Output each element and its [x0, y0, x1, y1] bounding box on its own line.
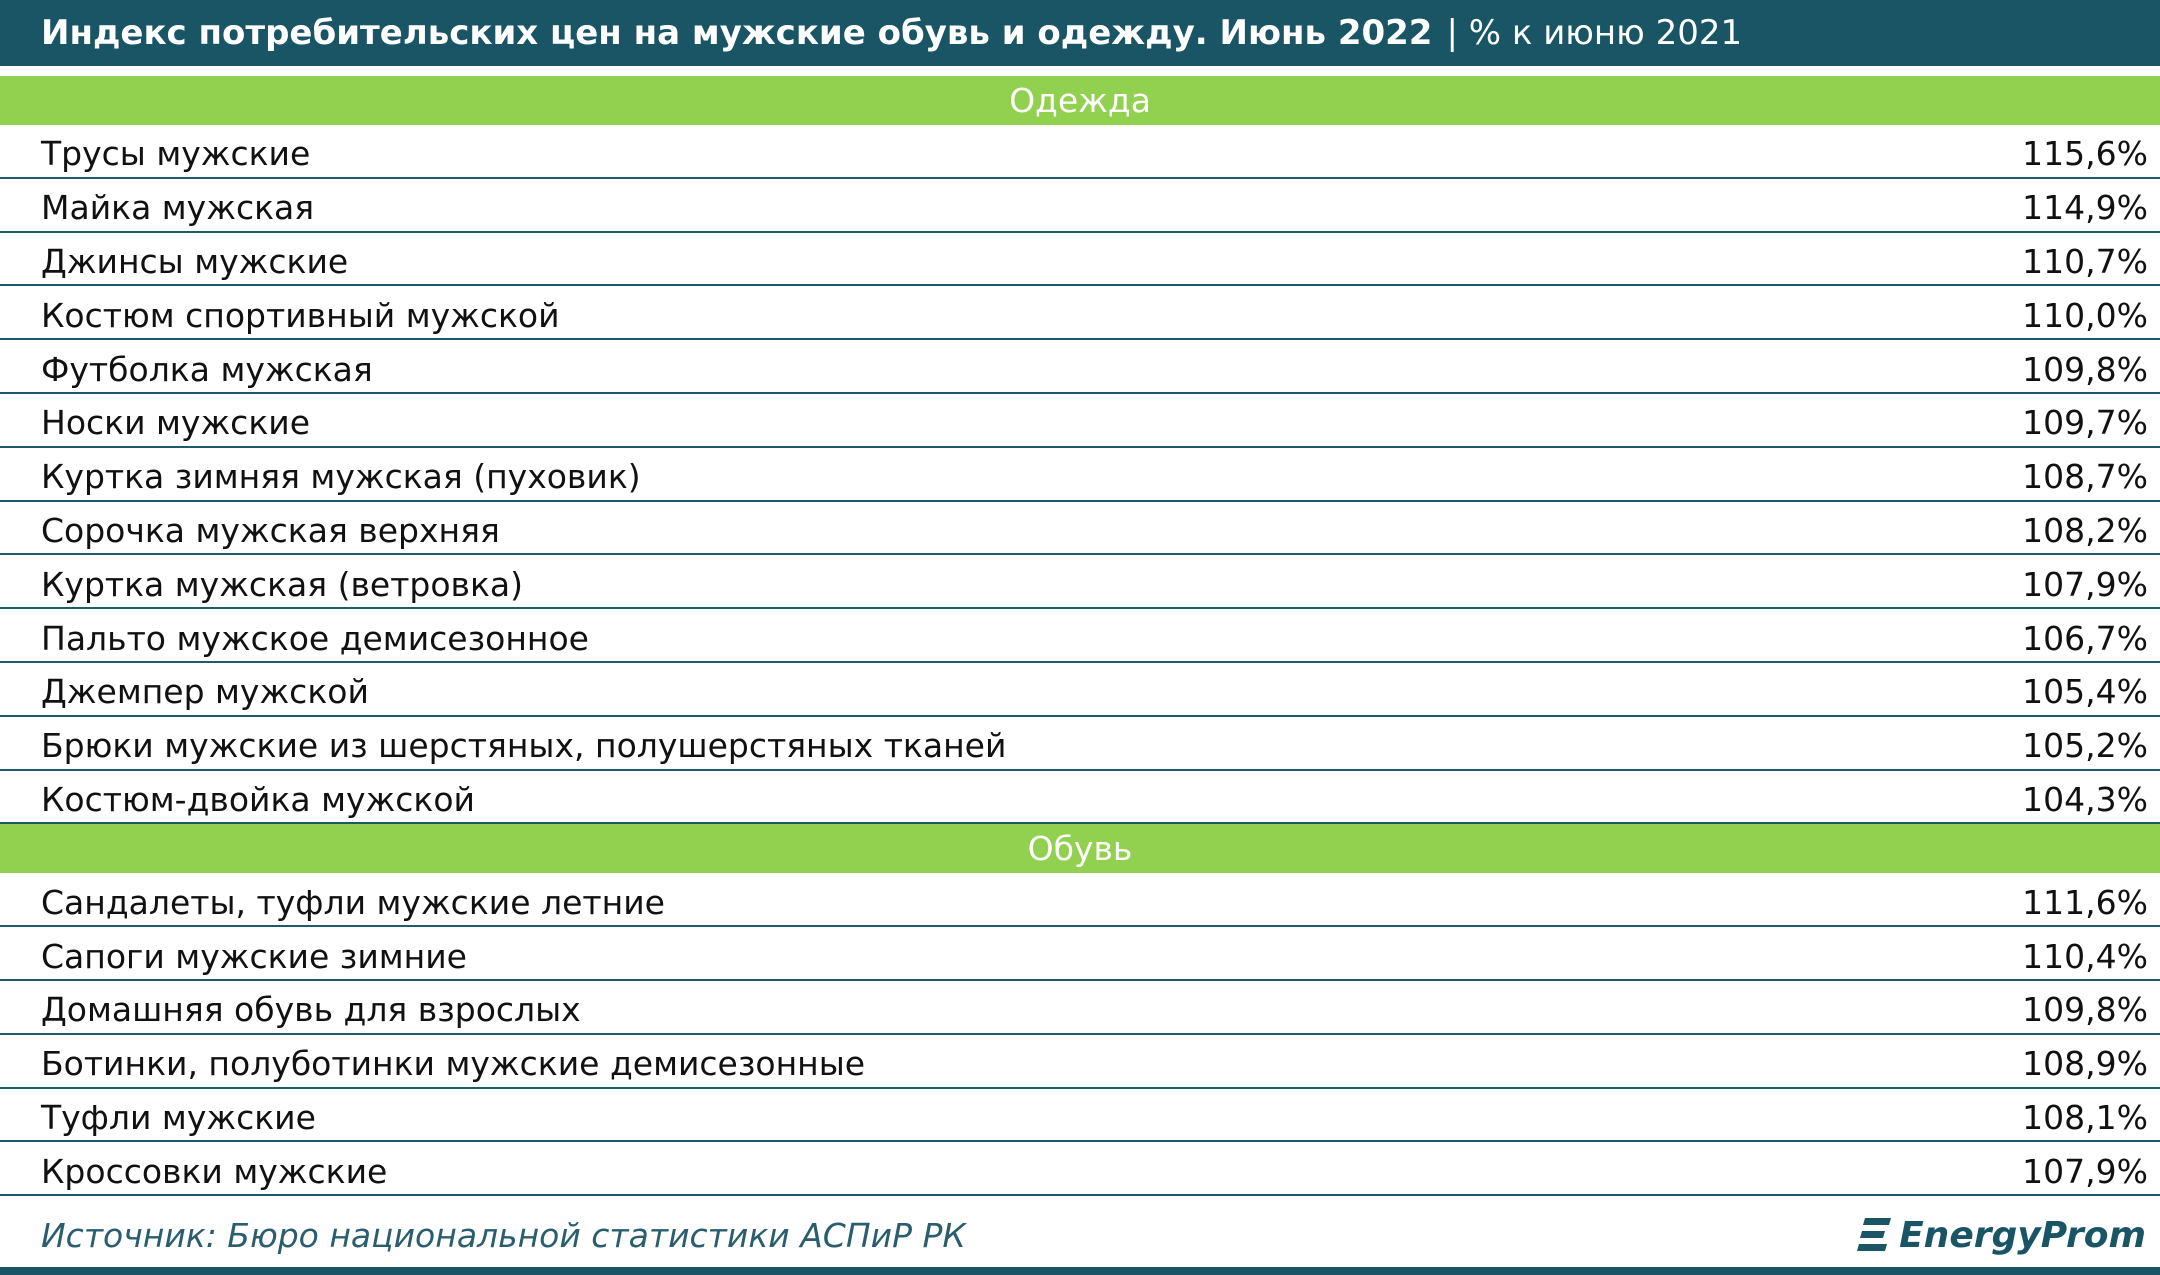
table-row: Джемпер мужской 105,4% [0, 663, 2160, 717]
item-value: 111,6% [2022, 882, 2148, 922]
item-value: 114,9% [2022, 188, 2148, 228]
table-row: Носки мужские 109,7% [0, 394, 2160, 448]
logo: EnergyProm [1857, 1215, 2146, 1256]
logo-icon [1857, 1217, 1892, 1251]
item-value: 109,7% [2022, 403, 2148, 443]
item-name: Сандалеты, туфли мужские летние [41, 882, 665, 922]
item-name: Джинсы мужские [41, 241, 349, 281]
item-name: Туфли мужские [41, 1097, 316, 1137]
table-row: Туфли мужские 108,1% [0, 1089, 2160, 1143]
table-row: Костюм спортивный мужской 110,0% [0, 286, 2160, 341]
item-name: Куртка зимняя мужская (пуховик) [41, 457, 641, 497]
item-value: 105,4% [2022, 672, 2148, 712]
table-row: Ботинки, полуботинки мужские демисезонны… [0, 1035, 2160, 1089]
bottom-rule [0, 1267, 2160, 1275]
item-name: Майка мужская [41, 188, 315, 228]
item-value: 108,7% [2022, 457, 2148, 497]
table-row: Сорочка мужская верхняя 108,2% [0, 502, 2160, 556]
table-row: Сапоги мужские зимние 110,4% [0, 927, 2160, 981]
source: Источник: Бюро национальной статистики А… [41, 1216, 966, 1255]
item-value: 108,2% [2022, 510, 2148, 550]
table-row: Джинсы мужские 110,7% [0, 233, 2160, 287]
item-value: 108,1% [2022, 1097, 2148, 1137]
footer: Источник: Бюро национальной статистики А… [0, 1203, 2160, 1268]
section: Обувь Сандалеты, туфли мужские летние 111,… [0, 824, 2160, 1197]
item-name: Ботинки, полуботинки мужские демисезонны… [41, 1044, 866, 1084]
item-name: Кроссовки мужские [41, 1151, 388, 1191]
item-name: Домашняя обувь для взрослых [41, 990, 581, 1030]
table-row: Майка мужская 114,9% [0, 179, 2160, 233]
sections: Одежда Трусы мужские 115,6% Майка мужская 11… [0, 76, 2160, 1197]
logo-text: EnergyProm [1899, 1215, 2146, 1256]
item-value: 108,9% [2022, 1044, 2148, 1084]
table-row: Футболка мужская 109,8% [0, 340, 2160, 394]
item-name: Сорочка мужская верхняя [41, 510, 500, 550]
header-subtitle: | % к июню 2021 [1446, 13, 1743, 53]
table-row: Сандалеты, туфли мужские летние 111,6% [0, 873, 2160, 928]
item-name: Костюм-двойка мужской [41, 779, 475, 819]
item-value: 110,4% [2022, 936, 2148, 976]
item-value: 106,7% [2022, 618, 2148, 658]
header: Индекс потребительских цен на мужские об… [0, 0, 2160, 66]
section: Одежда Трусы мужские 115,6% Майка мужская 11… [0, 76, 2160, 825]
item-value: 107,9% [2022, 564, 2148, 604]
table-row: Домашняя обувь для взрослых 109,8% [0, 981, 2160, 1035]
item-name: Пальто мужское демисезонное [41, 618, 589, 658]
item-name: Сапоги мужские зимние [41, 936, 467, 976]
item-name: Костюм спортивный мужской [41, 295, 560, 335]
item-name: Носки мужские [41, 403, 310, 443]
table-row: Куртка зимняя мужская (пуховик) 108,7% [0, 448, 2160, 502]
table-row: Брюки мужские из шерстяных, полушерстяны… [0, 717, 2160, 771]
table-row: Кроссовки мужские 107,9% [0, 1142, 2160, 1197]
table-row: Пальто мужское демисезонное 106,7% [0, 609, 2160, 663]
item-name: Трусы мужские [41, 134, 311, 174]
item-name: Брюки мужские из шерстяных, полушерстяны… [41, 726, 1007, 766]
item-value: 110,7% [2022, 241, 2148, 281]
item-value: 115,6% [2022, 134, 2148, 174]
item-name: Куртка мужская (ветровка) [41, 564, 524, 604]
item-name: Футболка мужская [41, 349, 373, 389]
section-title: Одежда [0, 76, 2160, 125]
item-value: 109,8% [2022, 349, 2148, 389]
table-row: Куртка мужская (ветровка) 107,9% [0, 555, 2160, 610]
table-row: Костюм-двойка мужской 104,3% [0, 771, 2160, 825]
table-row: Трусы мужские 115,6% [0, 125, 2160, 179]
header-title: Индекс потребительских цен на мужские об… [41, 13, 1433, 53]
item-value: 107,9% [2022, 1151, 2148, 1191]
item-value: 104,3% [2022, 779, 2148, 819]
item-value: 105,2% [2022, 726, 2148, 766]
item-name: Джемпер мужской [41, 672, 369, 712]
item-value: 109,8% [2022, 990, 2148, 1030]
section-title: Обувь [0, 824, 2160, 874]
item-value: 110,0% [2022, 295, 2148, 335]
